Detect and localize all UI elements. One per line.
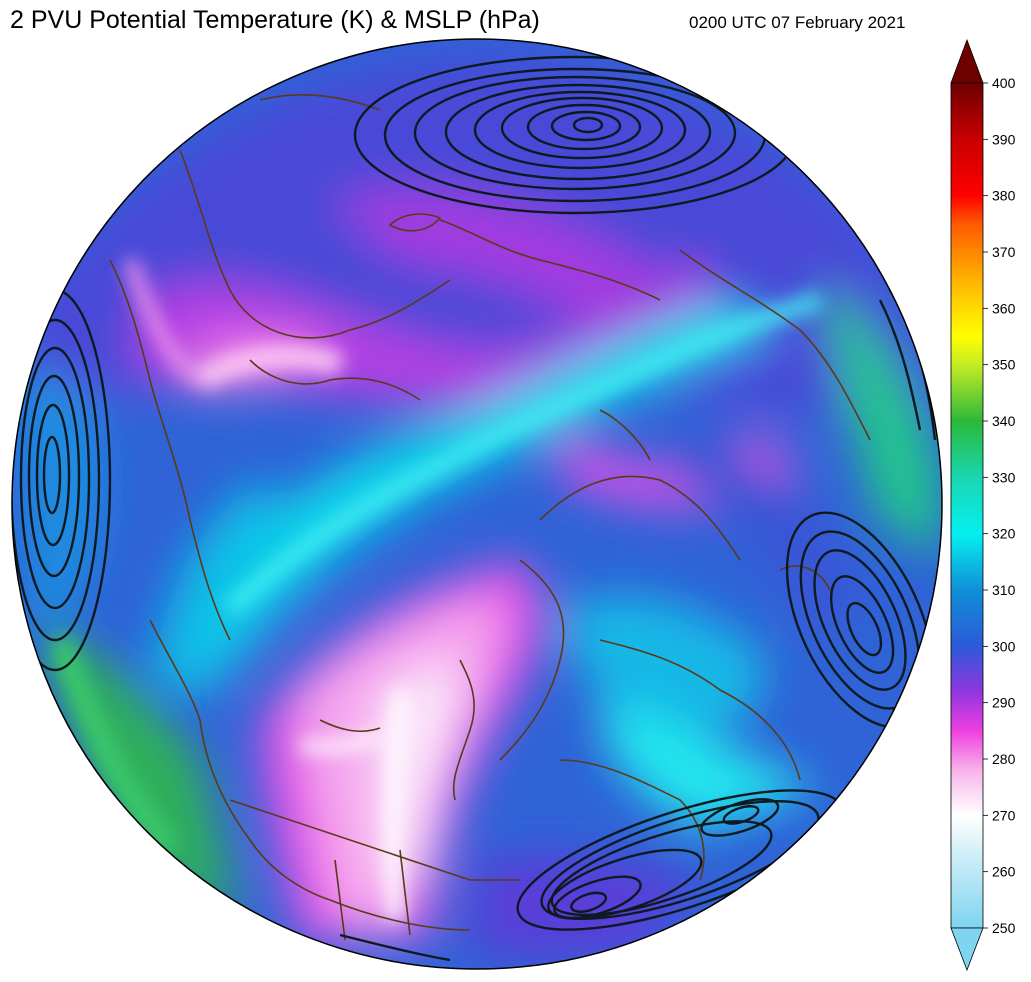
colorbar-tick-label: 370 <box>992 244 1016 260</box>
colorbar-tick-label: 380 <box>992 188 1016 204</box>
colorbar-max-extend <box>950 38 984 84</box>
colorbar: 250 260 270 280 290 300 310 320 330 340 350 360 370 3… <box>950 38 1016 972</box>
colorbar-tick-label: 390 <box>992 131 1016 147</box>
colorbar-ticks: 250 260 270 280 290 300 310 320 330 340 350 360 370 3… <box>983 75 1016 936</box>
colorbar-tick-label: 280 <box>992 751 1016 767</box>
colorbar-min-extend <box>950 927 984 972</box>
colorbar-tick-label: 300 <box>992 638 1016 654</box>
colorbar-tick-label: 340 <box>992 413 1016 429</box>
colorbar-tick-label: 250 <box>992 920 1016 936</box>
colorbar-tick-label: 270 <box>992 807 1016 823</box>
globe-outline <box>11 38 943 970</box>
colorbar-tick-label: 260 <box>992 864 1016 880</box>
coastlines <box>109 94 871 941</box>
valid-time: 0200 UTC 07 February 2021 <box>689 13 906 32</box>
colorbar-tick-label: 400 <box>992 75 1016 91</box>
colorbar-tick-label: 310 <box>992 582 1016 598</box>
colorbar-tick-label: 360 <box>992 300 1016 316</box>
colorbar-tick-label: 350 <box>992 357 1016 373</box>
map-title: 2 PVU Potential Temperature (K) & MSLP (… <box>10 6 540 34</box>
colorbar-ramp <box>950 82 984 929</box>
colorbar-tick-label: 290 <box>992 695 1016 711</box>
colorbar-tick-label: 330 <box>992 469 1016 485</box>
colorbar-tick-label: 320 <box>992 526 1016 542</box>
mslp-contours <box>12 55 937 962</box>
